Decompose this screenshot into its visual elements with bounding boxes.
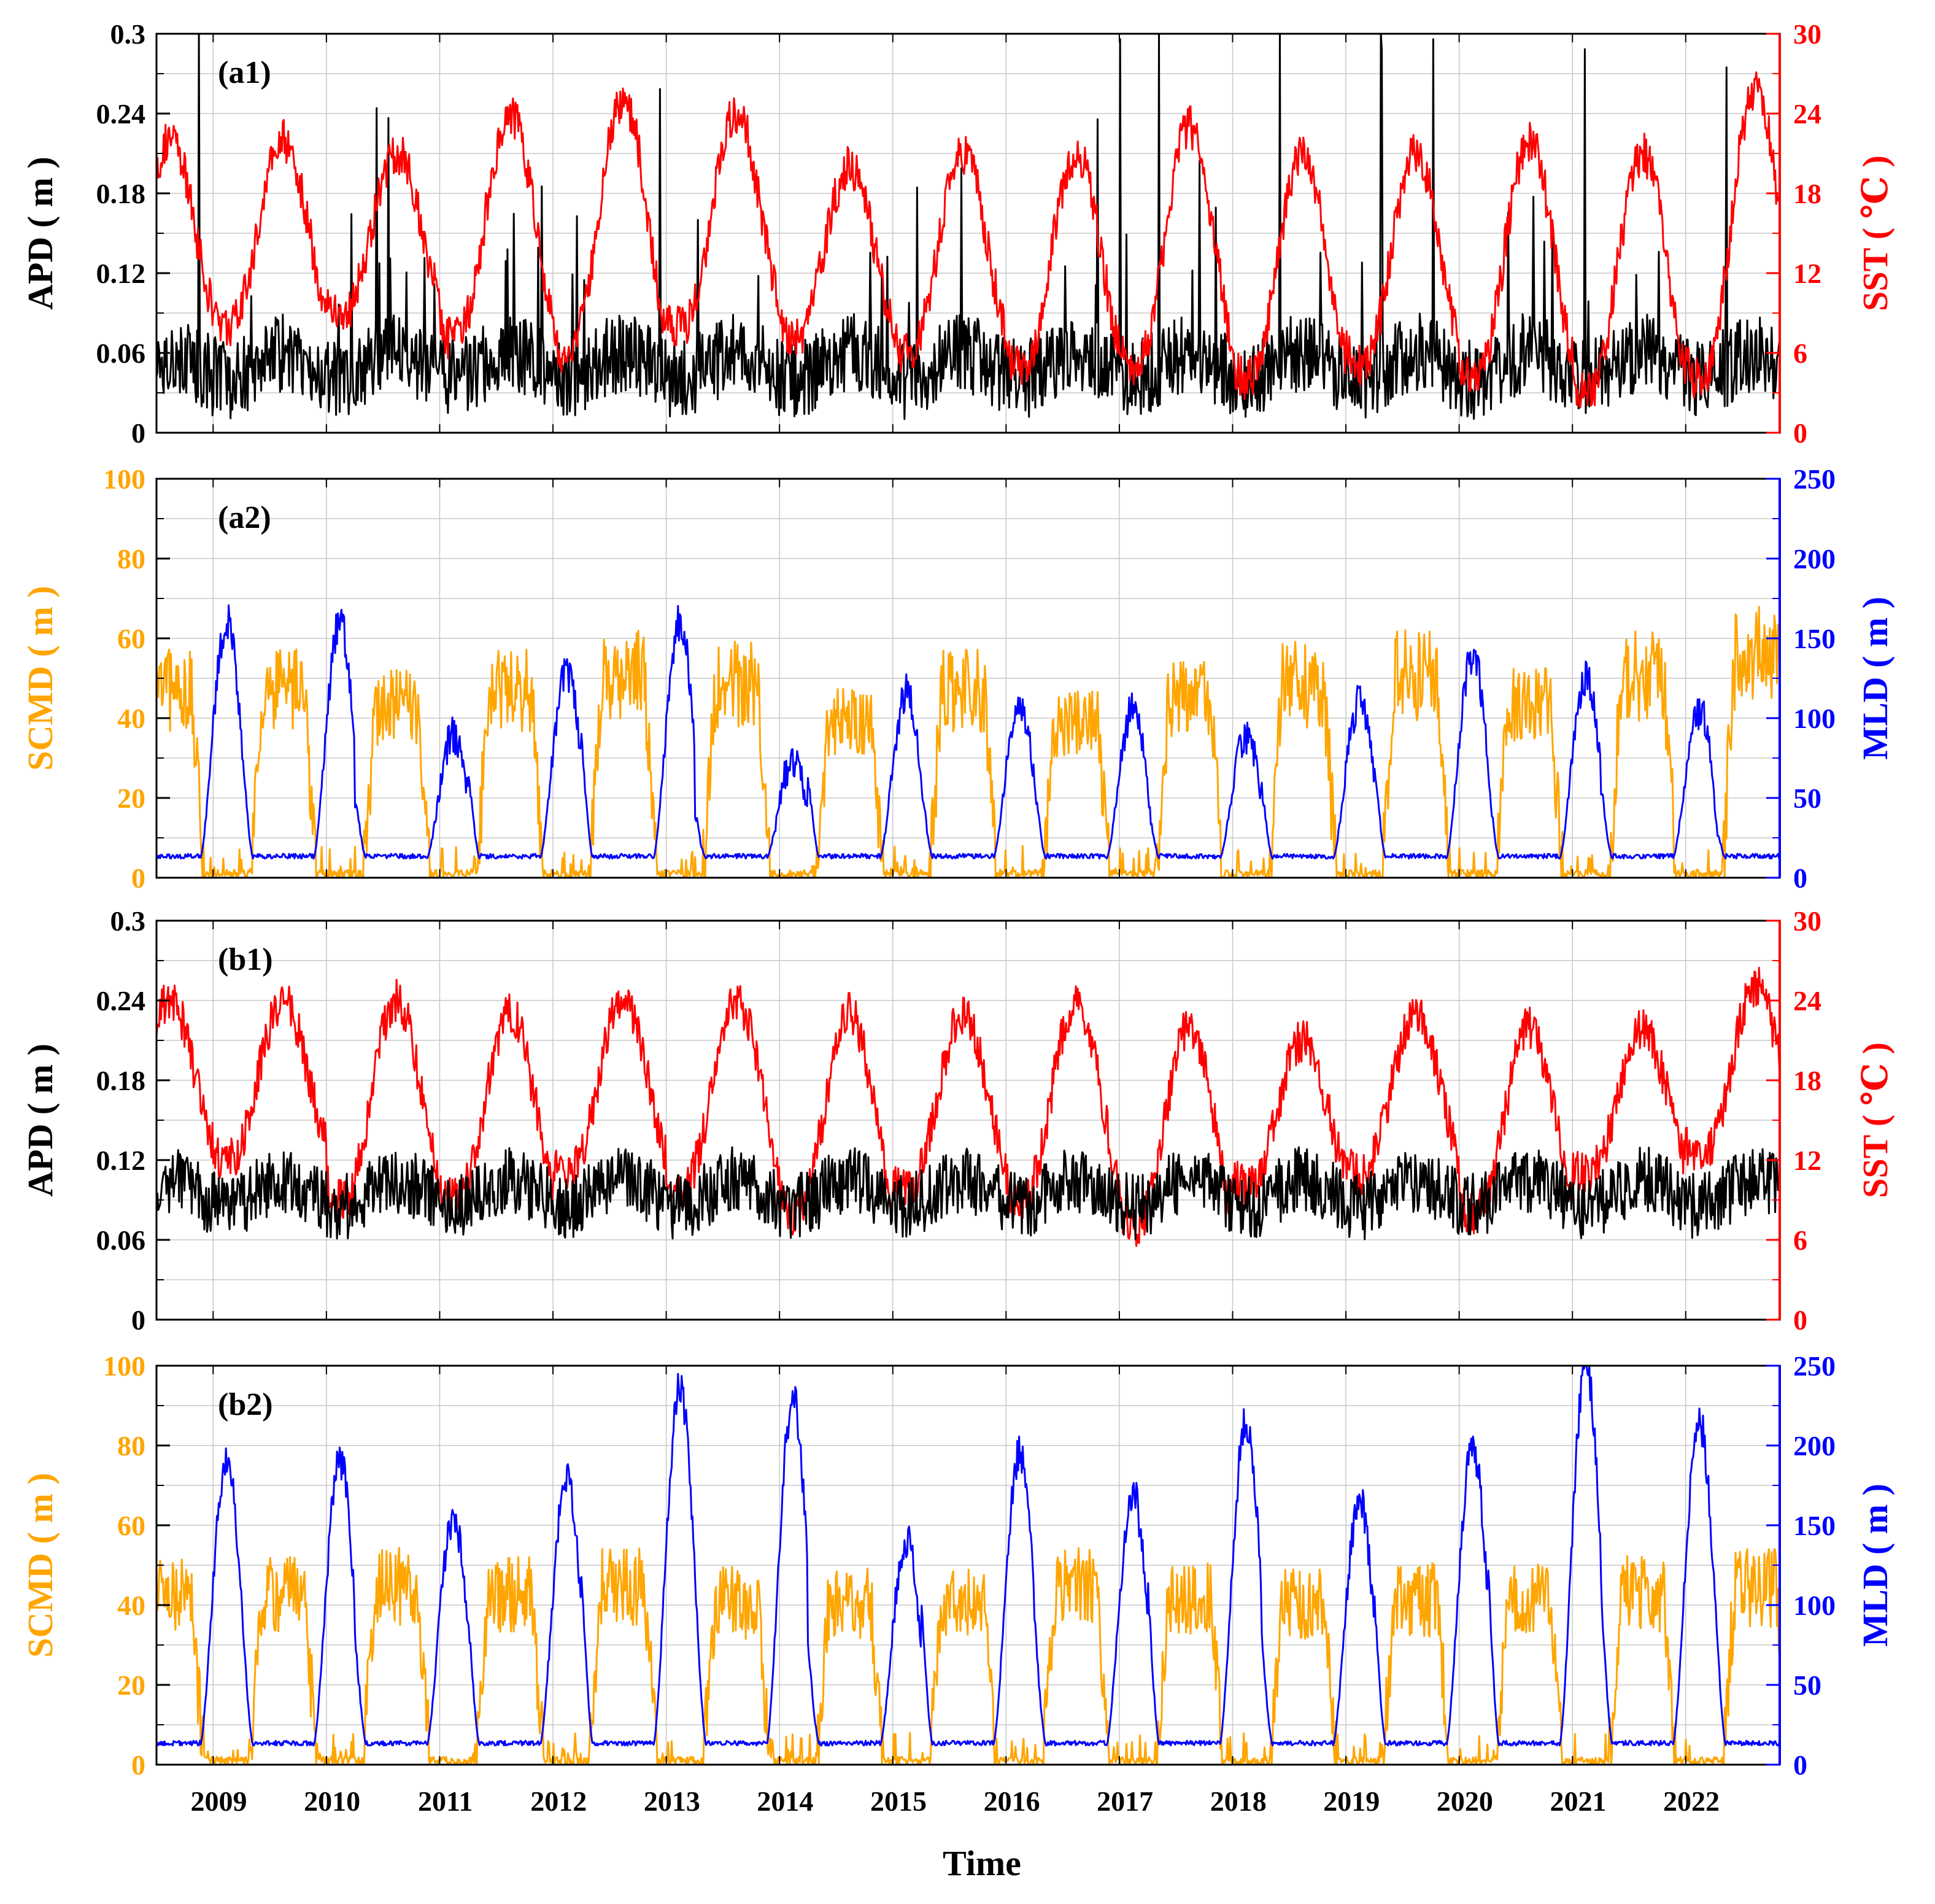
left-tick-label: 60 xyxy=(117,1510,145,1541)
series-scmd-line xyxy=(155,1547,1781,1766)
x-tick-label: 2014 xyxy=(757,1786,813,1817)
right-tick-label: 6 xyxy=(1793,1225,1807,1256)
right-tick-label: 24 xyxy=(1793,98,1821,130)
x-tick-label: 2012 xyxy=(530,1786,587,1817)
right-tick-label: 0 xyxy=(1793,417,1807,449)
series-apd-line xyxy=(155,1146,1781,1240)
left-tick-label: 0.12 xyxy=(96,1145,146,1176)
panel-b1: 0 0.06 0.12 0.18 0.24 0.3 0 6 12 18 24 30 APD ( m ) S… xyxy=(20,905,1895,1336)
right-axis-title: SST ( ℃ ) xyxy=(1855,1042,1895,1198)
left-tick-label: 80 xyxy=(117,543,145,575)
x-tick-label: 2009 xyxy=(191,1786,247,1817)
x-tick-label: 2013 xyxy=(644,1786,700,1817)
left-tick-label: 0 xyxy=(131,417,145,449)
left-tick-label: 100 xyxy=(103,463,145,495)
right-tick-label: 50 xyxy=(1793,1670,1821,1701)
panel-label: (a1) xyxy=(218,55,271,90)
x-axis: 2009 2010 2011 2012 2013 2014 2015 2016 2017 2018… xyxy=(191,1786,1720,1817)
left-axis-title: SCMD ( m ) xyxy=(20,586,60,770)
left-tick-label: 100 xyxy=(103,1350,145,1382)
right-tick-label: 50 xyxy=(1793,783,1821,814)
series-apd-line xyxy=(155,33,1781,420)
right-tick-label: 150 xyxy=(1793,623,1836,654)
x-tick-label: 2015 xyxy=(870,1786,927,1817)
left-tick-label: 80 xyxy=(117,1430,145,1461)
right-tick-label: 0 xyxy=(1793,862,1807,894)
left-tick-label: 0.24 xyxy=(96,98,146,130)
x-tick-label: 2019 xyxy=(1323,1786,1380,1817)
left-tick-label: 0.3 xyxy=(110,905,146,937)
series-mld-line xyxy=(155,604,1780,860)
right-tick-label: 0 xyxy=(1793,1304,1807,1336)
right-tick-label: 12 xyxy=(1793,258,1821,289)
panels-root: 0 0.06 0.12 0.18 0.24 0.3 0 6 12 18 24 30 APD ( m ) S… xyxy=(20,18,1895,1781)
x-tick-label: 2010 xyxy=(304,1786,360,1817)
left-tick-label: 0 xyxy=(131,1749,145,1781)
panel-a2: 0 20 40 60 80 100 0 50 100 150 200 250 SCMD ( m ) MLD… xyxy=(20,463,1895,894)
right-tick-label: 200 xyxy=(1793,1430,1836,1461)
panel-label: (a2) xyxy=(218,500,271,535)
x-axis-title: Time xyxy=(943,1843,1021,1883)
right-tick-label: 250 xyxy=(1793,463,1836,495)
left-tick-label: 0 xyxy=(131,1304,145,1336)
x-tick-label: 2022 xyxy=(1663,1786,1720,1817)
right-tick-label: 0 xyxy=(1793,1749,1807,1781)
x-tick-label: 2020 xyxy=(1437,1786,1493,1817)
left-tick-label: 0.18 xyxy=(96,178,146,209)
right-tick-label: 12 xyxy=(1793,1145,1821,1176)
panel-a1: 0 0.06 0.12 0.18 0.24 0.3 0 6 12 18 24 30 APD ( m ) S… xyxy=(20,18,1895,449)
left-tick-label: 0.3 xyxy=(110,18,146,50)
right-tick-label: 200 xyxy=(1793,543,1836,575)
right-tick-label: 100 xyxy=(1793,703,1836,734)
right-tick-label: 100 xyxy=(1793,1590,1836,1621)
x-tick-label: 2021 xyxy=(1550,1786,1606,1817)
left-tick-label: 20 xyxy=(117,783,145,814)
left-tick-label: 0 xyxy=(131,862,145,894)
right-axis-title: MLD ( m ) xyxy=(1855,1484,1895,1647)
panel-label: (b2) xyxy=(218,1387,273,1422)
left-tick-label: 0.06 xyxy=(96,1225,146,1256)
x-tick-label: 2018 xyxy=(1210,1786,1267,1817)
right-tick-label: 30 xyxy=(1793,905,1821,937)
left-tick-label: 0.24 xyxy=(96,985,146,1016)
right-axis-title: MLD ( m ) xyxy=(1855,597,1895,760)
left-tick-label: 40 xyxy=(117,703,145,734)
series-mld-line xyxy=(155,1364,1781,1747)
right-tick-label: 30 xyxy=(1793,18,1821,50)
right-tick-label: 18 xyxy=(1793,178,1821,209)
x-tick-label: 2016 xyxy=(984,1786,1040,1817)
left-axis-title: APD ( m ) xyxy=(20,1043,60,1197)
x-tick-label: 2017 xyxy=(1097,1786,1153,1817)
series-scmd-line xyxy=(155,606,1781,879)
left-tick-label: 60 xyxy=(117,623,145,654)
left-tick-label: 0.06 xyxy=(96,338,146,369)
left-axis-title: SCMD ( m ) xyxy=(20,1473,60,1657)
left-tick-label: 20 xyxy=(117,1670,145,1701)
right-axis-title: SST ( ℃ ) xyxy=(1855,155,1895,311)
right-tick-label: 250 xyxy=(1793,1350,1836,1382)
left-tick-label: 0.18 xyxy=(96,1065,146,1096)
panel-b2: 0 20 40 60 80 100 0 50 100 150 200 250 SCMD ( m ) MLD… xyxy=(20,1350,1895,1781)
left-axis-title: APD ( m ) xyxy=(20,157,60,310)
series-sst-line xyxy=(155,967,1781,1247)
x-tick-label: 2011 xyxy=(418,1786,473,1817)
right-tick-label: 150 xyxy=(1793,1510,1836,1541)
left-tick-label: 40 xyxy=(117,1590,145,1621)
right-tick-label: 18 xyxy=(1793,1065,1821,1096)
right-tick-label: 6 xyxy=(1793,338,1807,369)
left-tick-label: 0.12 xyxy=(96,258,146,289)
right-tick-label: 24 xyxy=(1793,985,1821,1016)
panel-label: (b1) xyxy=(218,942,273,977)
series-sst-line xyxy=(155,71,1781,408)
